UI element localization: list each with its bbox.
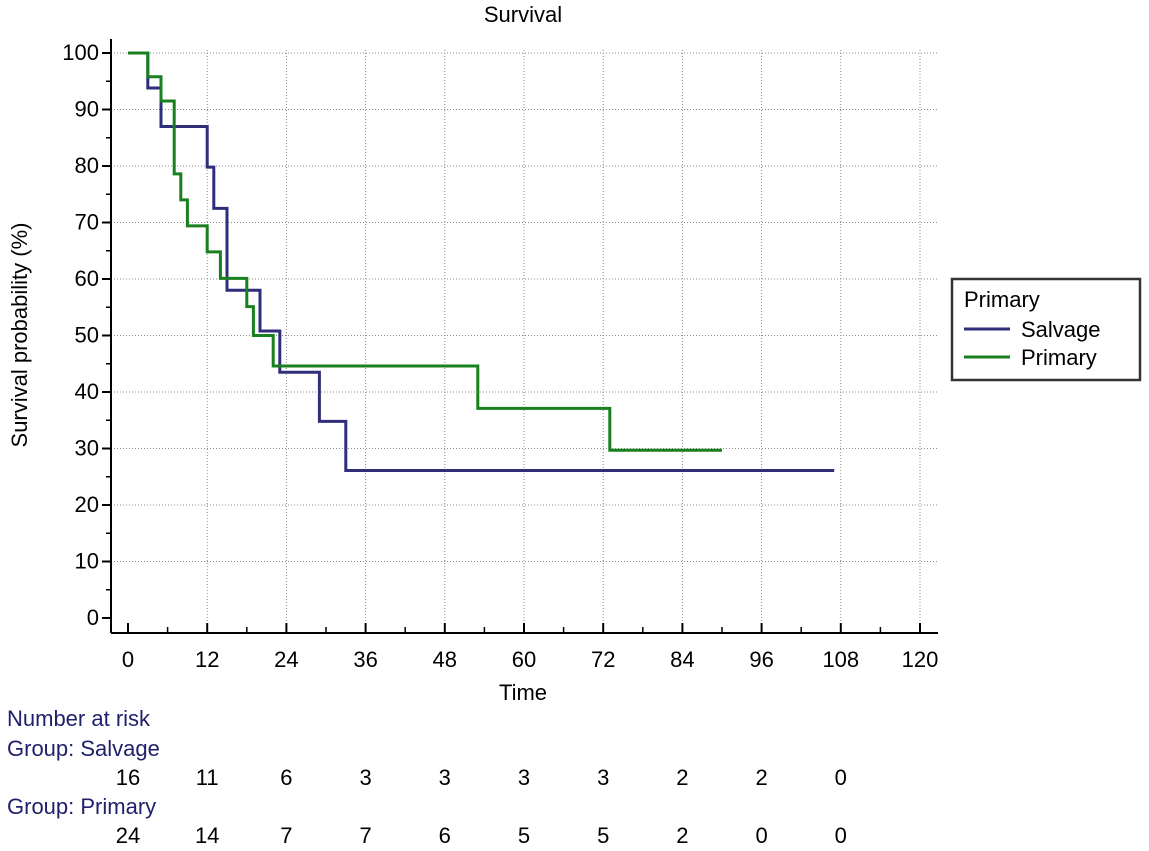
- axes: 0 10 20 30 40 50 60 70 80 90 100 0 12 24 36 48 60 72 84 96 1…: [62, 39, 938, 672]
- risk-count: 14: [194, 823, 220, 848]
- x-tick-label: 84: [670, 647, 694, 672]
- risk-count: 5: [597, 823, 610, 848]
- legend-label-primary: Primary: [1021, 345, 1097, 370]
- risk-count: 16: [115, 765, 141, 790]
- series-line-primary: [128, 51, 722, 452]
- risk-count: 7: [280, 823, 293, 848]
- legend-label-salvage: Salvage: [1021, 317, 1101, 342]
- y-axis-label: Survival probability (%): [7, 223, 32, 448]
- series-lines: [128, 51, 835, 473]
- grid: [111, 50, 938, 633]
- x-tick-label: 60: [512, 647, 536, 672]
- risk-count: 11: [195, 765, 219, 790]
- x-tick-label: 48: [433, 647, 457, 672]
- risk-group-label-salvage: Group: Salvage: [7, 736, 160, 761]
- y-tick-label: 20: [75, 492, 99, 517]
- x-tick-label: 24: [274, 647, 298, 672]
- y-tick-label: 10: [75, 549, 99, 574]
- y-tick-label: 0: [87, 605, 99, 630]
- risk-row-salvage: 16 11 6 3 3 3 3 2 2 0: [0, 765, 1149, 793]
- risk-count: 7: [359, 823, 372, 848]
- risk-count: 3: [597, 765, 610, 790]
- risk-count: 0: [755, 823, 768, 848]
- x-tick-label: 72: [591, 647, 615, 672]
- risk-count: 0: [834, 823, 847, 848]
- legend: Primary Salvage Primary: [950, 277, 1142, 382]
- risk-row-primary: 24 14 7 7 6 5 5 2 0 0: [0, 823, 1149, 851]
- y-tick-label: 60: [75, 266, 99, 291]
- y-tick-label: 30: [75, 436, 99, 461]
- y-tick-label: 50: [75, 323, 99, 348]
- x-tick-label: 108: [822, 647, 859, 672]
- risk-count: 2: [755, 765, 768, 790]
- x-tick-label: 96: [749, 647, 773, 672]
- risk-count: 6: [438, 823, 451, 848]
- x-tick-label: 36: [353, 647, 377, 672]
- x-axis-label: Time: [499, 680, 547, 705]
- x-tick-label: 120: [902, 647, 939, 672]
- risk-count: 2: [676, 765, 689, 790]
- risk-count: 24: [115, 823, 141, 848]
- risk-count: 5: [517, 823, 531, 848]
- number-at-risk-title: Number at risk: [7, 706, 151, 731]
- risk-count: 6: [280, 765, 293, 790]
- x-tick-label: 12: [195, 647, 219, 672]
- legend-title: Primary: [964, 287, 1040, 312]
- y-tick-label: 90: [75, 97, 99, 122]
- legend-box: [950, 277, 1142, 382]
- x-tick-label: 0: [122, 647, 134, 672]
- risk-count: 2: [676, 823, 689, 848]
- risk-count: 3: [359, 765, 372, 790]
- y-tick-label: 40: [75, 379, 99, 404]
- risk-group-label-primary: Group: Primary: [7, 794, 157, 819]
- chart-title: Survival: [484, 2, 562, 27]
- y-tick-label: 70: [75, 210, 99, 235]
- risk-count: 3: [517, 765, 531, 790]
- y-tick-label: 100: [62, 40, 99, 65]
- y-tick-label: 80: [75, 153, 99, 178]
- risk-count: 3: [438, 765, 451, 790]
- risk-count: 0: [834, 765, 847, 790]
